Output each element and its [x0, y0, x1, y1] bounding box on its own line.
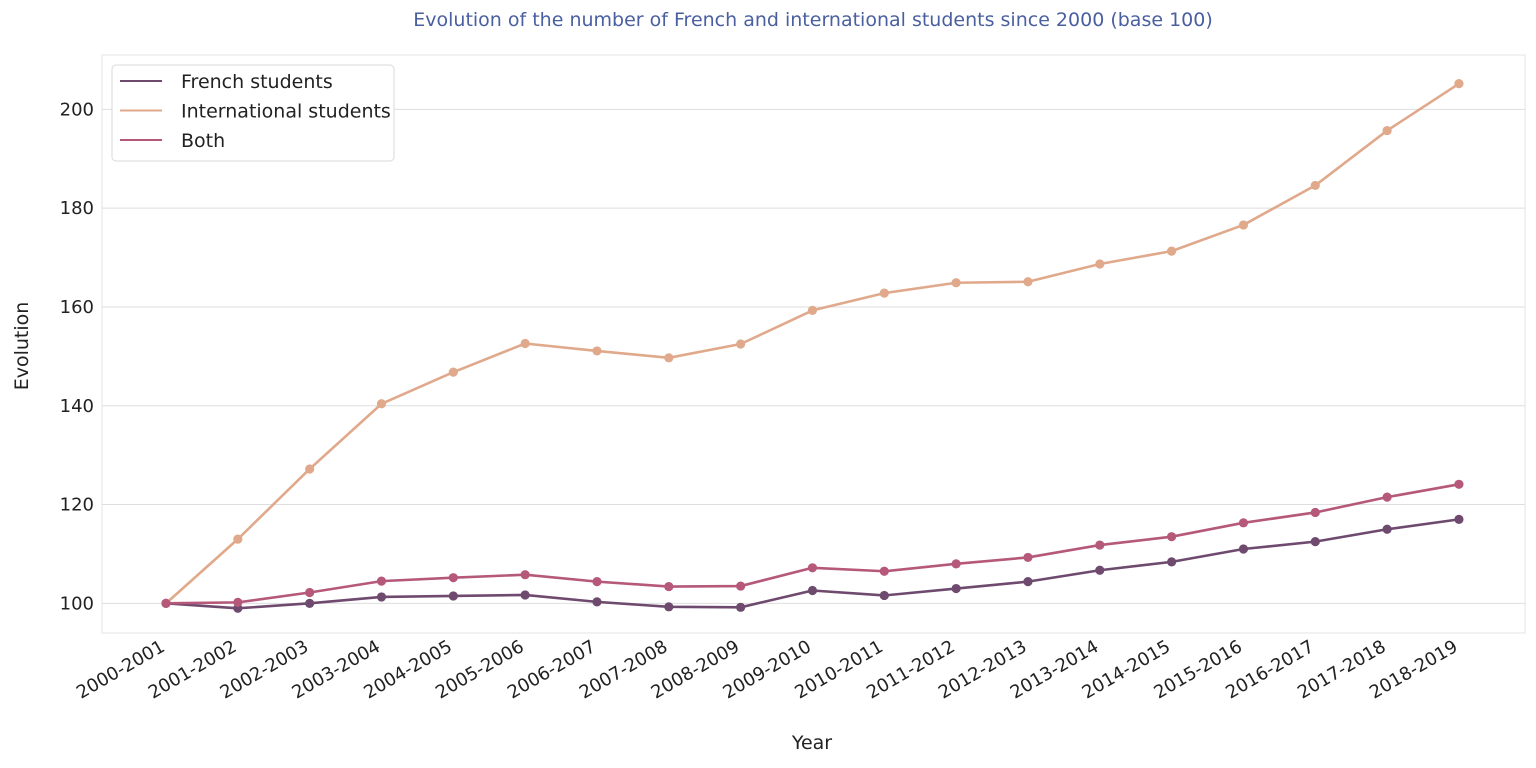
data-point — [305, 464, 315, 474]
series-international-students — [161, 79, 1464, 608]
series-line — [164, 82, 1461, 605]
data-point — [1238, 544, 1249, 554]
data-point — [1238, 518, 1249, 528]
y-tick-label: 140 — [60, 396, 94, 417]
x-axis-title: Year — [791, 732, 832, 754]
data-point — [520, 338, 530, 349]
y-tick-label: 200 — [60, 99, 94, 120]
data-point — [1023, 552, 1033, 563]
data-point — [951, 559, 961, 569]
data-point — [448, 591, 458, 601]
series-layer — [161, 79, 1464, 613]
series-french-students — [161, 514, 1464, 613]
data-point — [807, 563, 818, 573]
data-point — [1454, 479, 1464, 489]
data-point — [1095, 540, 1105, 550]
data-point — [448, 573, 458, 583]
y-axis-title: Evolution — [11, 302, 33, 391]
data-point — [951, 278, 961, 288]
data-point — [376, 592, 387, 602]
data-point — [233, 597, 243, 607]
data-point — [1382, 492, 1392, 502]
legend-box — [111, 64, 395, 162]
data-point — [1382, 524, 1392, 534]
data-point — [1167, 246, 1177, 256]
data-point — [305, 598, 315, 608]
legend-label: Both — [181, 130, 225, 152]
series-both — [161, 479, 1464, 608]
data-point — [161, 598, 171, 608]
legend-label: French students — [181, 71, 333, 93]
plot-area — [101, 54, 1526, 634]
legend: French students International students Bot… — [111, 64, 395, 162]
data-point — [520, 590, 530, 600]
data-point — [664, 581, 674, 592]
data-point — [664, 353, 674, 363]
data-point — [1023, 277, 1033, 287]
data-point — [1310, 180, 1320, 191]
data-point — [376, 576, 387, 586]
data-point — [592, 597, 602, 607]
chart-title: Evolution of the number of French and in… — [413, 9, 1213, 31]
data-point — [1095, 259, 1105, 269]
series-line — [164, 483, 1461, 605]
data-point — [664, 602, 674, 612]
legend-label: International students — [181, 101, 391, 123]
data-point — [1167, 532, 1177, 542]
x-axis-ticks: 2000-20012001-20022002-20032003-20042004… — [73, 636, 1461, 703]
data-point — [376, 399, 387, 409]
data-point — [736, 602, 746, 612]
y-tick-label: 100 — [60, 593, 94, 614]
data-point — [1238, 220, 1249, 230]
data-point — [1382, 125, 1392, 136]
y-tick-label: 180 — [60, 198, 94, 219]
data-point — [951, 583, 961, 594]
data-point — [736, 581, 746, 591]
data-point — [592, 577, 602, 587]
data-point — [1095, 565, 1105, 575]
data-point — [1167, 557, 1177, 567]
data-point — [1454, 79, 1464, 89]
data-point — [879, 590, 889, 601]
data-point — [233, 534, 243, 544]
y-tick-label: 120 — [60, 495, 94, 516]
data-point — [879, 288, 889, 298]
data-point — [520, 570, 530, 580]
data-point — [1454, 514, 1464, 524]
data-point — [448, 367, 458, 377]
data-point — [1310, 537, 1320, 547]
data-point — [592, 346, 602, 356]
data-point — [807, 585, 818, 596]
data-point — [879, 566, 889, 576]
data-point — [807, 305, 818, 316]
y-axis-ticks: 100 120 140 160 180 200 — [60, 99, 94, 614]
data-point — [736, 339, 746, 349]
y-tick-label: 160 — [60, 297, 94, 318]
data-point — [305, 587, 315, 598]
data-point — [1310, 507, 1320, 518]
data-point — [1023, 577, 1033, 587]
